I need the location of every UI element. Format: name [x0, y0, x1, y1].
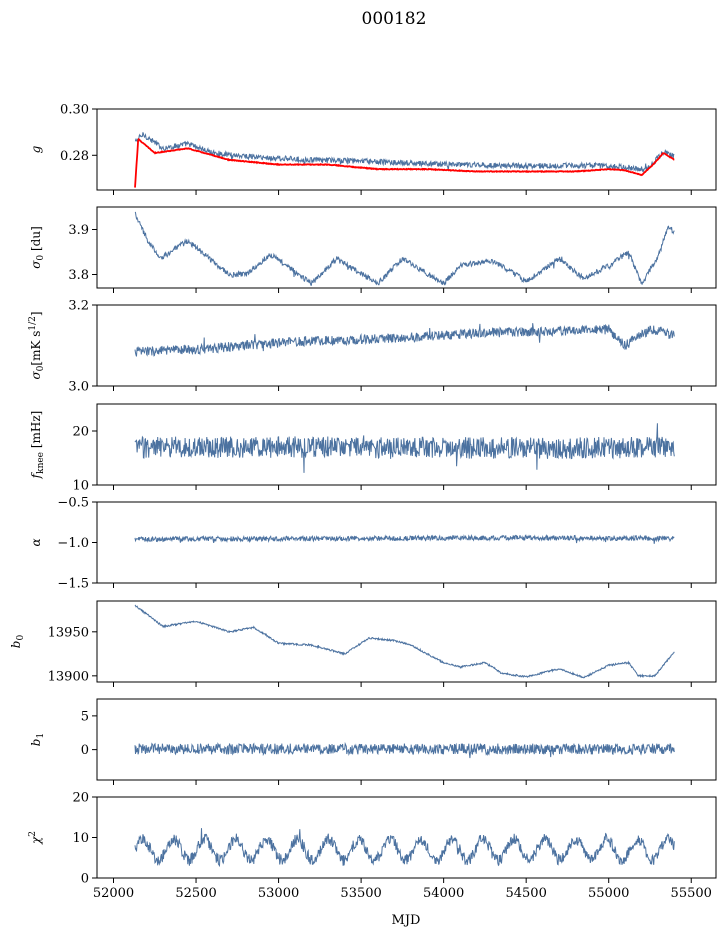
data-line-fknee [134, 423, 675, 473]
y-axis-label-g: g [29, 145, 43, 153]
y-tick-label: 3.8 [68, 268, 89, 283]
y-tick-label: 13950 [48, 625, 89, 640]
axes-frame-sigma0-mk [96, 304, 717, 387]
y-tick-label: 3.0 [68, 380, 89, 395]
y-tick-label: 13900 [48, 669, 89, 684]
axes-frame-fknee [96, 403, 717, 486]
axes-frame-sigma0-du [96, 206, 717, 289]
y-tick-label: 0 [81, 872, 89, 887]
axes-frame-b1 [96, 698, 717, 781]
data-line-sigma0-du [134, 211, 675, 286]
x-tick-label: 53500 [340, 886, 381, 901]
data-line-chi2 [134, 828, 675, 868]
y-tick-label: 0.30 [60, 103, 89, 118]
figure-title: 000182 [362, 9, 427, 29]
y-tick-label: 10 [72, 831, 89, 846]
y-axis-label-chi2: χ2 [28, 831, 43, 845]
y-tick-label: −0.5 [57, 496, 89, 511]
x-tick-label: 52000 [93, 886, 134, 901]
y-axis-label-alpha: α [29, 538, 43, 546]
panels: 0.28 0.30 g 3.8 3.9 σ0 [du] 3.0 3.2 σ0[mK s1/2] 1… [9, 103, 717, 901]
x-tick-label: 52500 [175, 886, 216, 901]
y-axis-label-fknee: fknee [mHz] [29, 411, 46, 480]
axes-frame-g [96, 108, 717, 191]
y-tick-label: −1.0 [57, 536, 89, 551]
data-line-sigma0-mk [134, 323, 675, 357]
x-tick-label: 54500 [505, 886, 546, 901]
x-tick-label: 55000 [588, 886, 629, 901]
y-axis-label-sigma0-du: σ0 [du] [29, 226, 46, 269]
data-line-b0 [134, 604, 675, 679]
y-tick-label: −1.5 [57, 577, 89, 592]
data-line-b1 [134, 741, 675, 759]
y-tick-label: 5 [81, 709, 89, 724]
y-tick-label: 0 [81, 743, 89, 758]
y-axis-label-sigma0-mk: σ0[mK s1/2] [28, 311, 46, 379]
y-tick-label: 3.9 [68, 223, 89, 238]
y-tick-label: 20 [72, 791, 89, 806]
x-tick-label: 55500 [671, 886, 712, 901]
model-line-g [134, 137, 675, 188]
x-axis-label: MJD [392, 913, 421, 928]
data-line-g [134, 132, 675, 173]
axes-frame-b0 [96, 600, 717, 683]
y-axis-label-b0: b0 [9, 635, 26, 649]
y-axis-label-b1: b1 [29, 733, 46, 746]
x-tick-label: 54000 [423, 886, 464, 901]
axes-frame-alpha [96, 501, 717, 584]
y-tick-label: 10 [72, 479, 89, 494]
x-tick-label: 53000 [258, 886, 299, 901]
y-tick-label: 3.2 [68, 299, 89, 314]
y-tick-label: 20 [72, 425, 89, 440]
data-line-alpha [134, 534, 675, 544]
y-tick-label: 0.28 [60, 149, 89, 164]
axes-frame-chi2 [96, 796, 717, 879]
